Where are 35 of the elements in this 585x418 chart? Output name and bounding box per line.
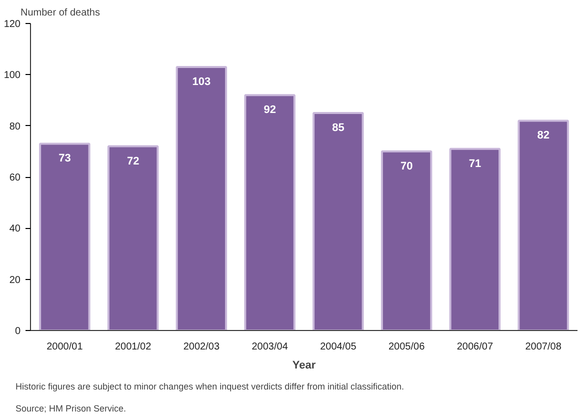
data-label: 85 bbox=[332, 122, 344, 134]
y-tick-label: 120 bbox=[4, 19, 21, 30]
bar bbox=[244, 94, 296, 330]
y-tick-label: 40 bbox=[9, 224, 21, 235]
x-tick-label: 2001/02 bbox=[114, 342, 152, 352]
y-tick-label: 80 bbox=[9, 121, 21, 132]
bar bbox=[518, 120, 569, 330]
data-label: 103 bbox=[192, 76, 211, 88]
bar bbox=[380, 150, 432, 330]
data-label: 70 bbox=[400, 160, 413, 172]
data-label: 72 bbox=[126, 155, 140, 168]
data-label: 73 bbox=[58, 152, 71, 165]
x-tick-label: 2006/07 bbox=[456, 342, 494, 352]
y-tick-label: 100 bbox=[4, 70, 21, 82]
x-axis-title: Year bbox=[292, 360, 316, 372]
source-note: Source; HM Prison Service. bbox=[16, 404, 126, 414]
y-tick-label: 60 bbox=[9, 172, 21, 184]
y-tick-label: 20 bbox=[9, 274, 21, 286]
x-tick-label: 2007/08 bbox=[525, 342, 562, 352]
x-tick-label: 2002/03 bbox=[183, 342, 220, 352]
y-tick-label: 0 bbox=[14, 326, 21, 337]
bar bbox=[449, 148, 501, 330]
bar bbox=[107, 145, 159, 330]
bar bbox=[312, 112, 364, 330]
bar bbox=[39, 142, 90, 330]
x-tick-label: 2003/04 bbox=[252, 342, 288, 352]
data-label: 71 bbox=[468, 158, 482, 170]
data-label: 82 bbox=[537, 130, 550, 142]
bar bbox=[176, 66, 228, 330]
x-tick-label: 2005/06 bbox=[388, 342, 426, 352]
text: Historic figures are subject to minor changes when inquest verdicts differ from initial classification. bbox=[16, 382, 404, 392]
x-tick-label: 2004/05 bbox=[320, 342, 357, 352]
x-tick-label: 2000/01 bbox=[46, 342, 84, 352]
data-label: 92 bbox=[264, 104, 276, 116]
y-axis-title: Number of deaths bbox=[20, 8, 100, 18]
